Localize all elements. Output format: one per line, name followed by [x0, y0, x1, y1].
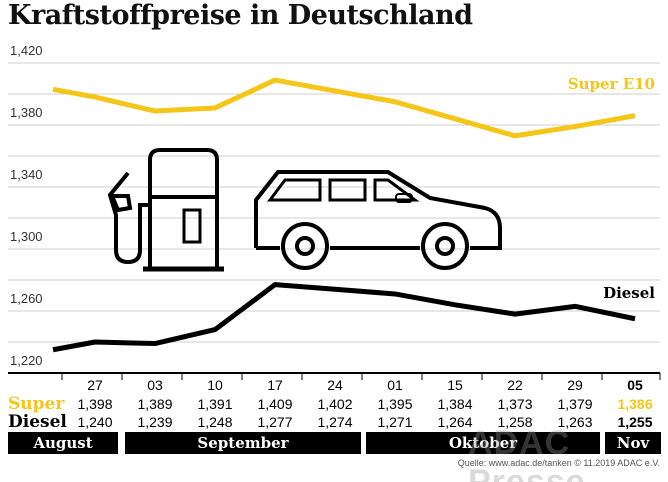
date-cell: 10	[207, 377, 223, 393]
super-cell: 1,386	[617, 396, 653, 412]
month-oktober: Oktober	[366, 432, 600, 454]
super-cell: 1,409	[257, 396, 293, 412]
super-cell: 1,395	[377, 396, 413, 412]
month-august: August	[8, 432, 118, 454]
y-tick-label: 1,300	[10, 229, 43, 244]
super-cell: 1,379	[557, 396, 593, 412]
super-cell: 1,389	[137, 396, 173, 412]
gridlines	[8, 62, 660, 343]
diesel-cell: 1,271	[377, 414, 413, 430]
diesel-cell: 1,239	[137, 414, 173, 430]
super-cell: 1,402	[317, 396, 353, 412]
super-cell: 1,373	[497, 396, 533, 412]
super-cell: 1,398	[77, 396, 113, 412]
y-tick-label: 1,260	[10, 291, 43, 306]
diesel-cell: 1,274	[317, 414, 353, 430]
diesel-cell: 1,240	[77, 414, 113, 430]
date-cell: 24	[327, 377, 343, 393]
date-cell: 01	[387, 377, 403, 393]
diesel-cell: 1,277	[257, 414, 293, 430]
diesel-row-label: Diesel	[8, 412, 67, 432]
date-row: 27 03 10 17 24 01 15 22 29 05	[0, 377, 668, 397]
diesel-cell: 1,264	[437, 414, 473, 430]
diesel-row: Diesel 1,240 1,239 1,248 1,277 1,274 1,271 1,2…	[0, 412, 668, 434]
car-icon	[254, 170, 502, 270]
series-line-diesel	[52, 282, 636, 353]
super-cell: 1,384	[437, 396, 473, 412]
line-chart: 1,420 1,380 1,340 1,300 1,260 1,220 Super E10…	[8, 43, 661, 380]
super-row: Super 1,398 1,389 1,391 1,409 1,402 1,395 1,38…	[0, 394, 668, 416]
y-tick-label: 1,220	[10, 353, 43, 368]
x-axis-ticks	[61, 373, 661, 380]
chart-title: Kraftstoffpreise in Deutschland	[8, 0, 473, 31]
y-tick-label: 1,380	[10, 105, 43, 120]
series-line-super	[52, 77, 636, 139]
y-tick-label: 1,420	[10, 43, 43, 58]
series-label-diesel: Diesel	[603, 284, 655, 302]
date-cell: 22	[507, 377, 523, 393]
date-cell: 15	[447, 377, 463, 393]
diesel-cell: 1,248	[197, 414, 233, 430]
series-lines	[52, 77, 636, 353]
watermark: ADAC Presse	[468, 424, 586, 482]
source-note: Quelle: www.adac.de/tanken © 11.2019 ADA…	[457, 458, 660, 468]
date-cell: 05	[627, 377, 643, 393]
super-cell: 1,391	[197, 396, 233, 412]
date-cell: 29	[567, 377, 583, 393]
fuel-pump-icon	[107, 148, 224, 272]
super-row-label: Super	[8, 394, 65, 414]
date-cell: 17	[267, 377, 283, 393]
month-september: September	[125, 432, 361, 454]
diesel-cell: 1,258	[497, 414, 533, 430]
date-cell: 03	[147, 377, 163, 393]
diesel-cell: 1,263	[557, 414, 593, 430]
y-tick-label: 1,340	[10, 167, 43, 182]
series-label-super: Super E10	[568, 75, 655, 93]
month-nov: Nov	[605, 432, 661, 454]
y-axis-ticks: 1,420 1,380 1,340 1,300 1,260 1,220	[10, 43, 43, 368]
date-cell: 27	[87, 377, 103, 393]
diesel-cell: 1,255	[617, 414, 653, 430]
